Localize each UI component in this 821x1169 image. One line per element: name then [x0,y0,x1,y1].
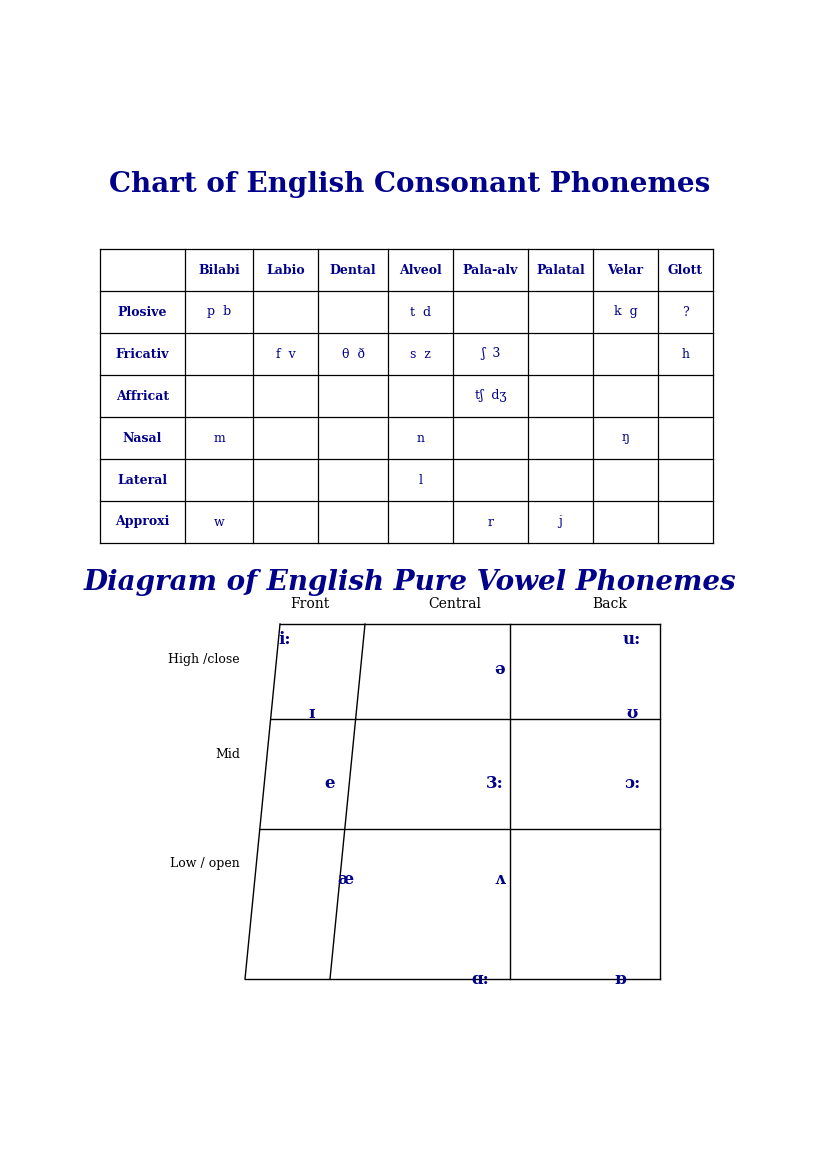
Text: Chart of English Consonant Phonemes: Chart of English Consonant Phonemes [109,171,711,198]
Text: l: l [419,473,423,486]
Text: m: m [213,431,225,444]
Text: Low / open: Low / open [170,858,240,871]
Text: Central: Central [429,597,481,611]
Text: Fricativ: Fricativ [116,347,169,360]
Text: Nasal: Nasal [123,431,163,444]
Text: ʌ: ʌ [494,871,506,887]
Text: j: j [558,516,562,528]
Text: Approxi: Approxi [115,516,170,528]
Text: ʊ: ʊ [626,706,638,722]
Text: ʃ  3: ʃ 3 [481,347,500,360]
Text: e: e [325,775,335,793]
Text: ɒ: ɒ [614,970,626,988]
Text: Lateral: Lateral [117,473,167,486]
Text: w: w [213,516,224,528]
Text: Bilabi: Bilabi [198,263,240,277]
Text: ɪ: ɪ [309,706,315,722]
Text: f  v: f v [276,347,296,360]
Text: tʃ  dʒ: tʃ dʒ [475,389,507,402]
Text: Plosive: Plosive [117,305,167,318]
Text: Affricat: Affricat [116,389,169,402]
Text: Glott: Glott [668,263,703,277]
Text: Labio: Labio [266,263,305,277]
Text: Pala-alv: Pala-alv [463,263,518,277]
Text: æ: æ [337,871,353,887]
Text: s  z: s z [410,347,431,360]
Text: ?: ? [682,305,689,318]
Text: High /close: High /close [168,652,240,665]
Text: Palatal: Palatal [536,263,585,277]
Text: Alveol: Alveol [399,263,442,277]
Text: θ  ð: θ ð [342,347,365,360]
Text: Mid: Mid [215,747,240,761]
Text: ŋ: ŋ [621,431,630,444]
Text: p  b: p b [207,305,232,318]
Text: n: n [416,431,424,444]
Text: 3:: 3: [486,775,504,793]
Text: i:: i: [279,630,291,648]
Text: ə: ə [495,660,505,678]
Text: t  d: t d [410,305,431,318]
Text: h: h [681,347,690,360]
Text: ɑ:: ɑ: [471,970,488,988]
Text: u:: u: [623,630,641,648]
Text: k  g: k g [613,305,637,318]
Text: r: r [488,516,493,528]
Text: ɔ:: ɔ: [624,775,640,793]
Text: Dental: Dental [330,263,376,277]
Text: Front: Front [291,597,329,611]
Text: Diagram of English Pure Vowel Phonemes: Diagram of English Pure Vowel Phonemes [84,569,736,596]
Text: Back: Back [593,597,627,611]
Text: Velar: Velar [608,263,644,277]
